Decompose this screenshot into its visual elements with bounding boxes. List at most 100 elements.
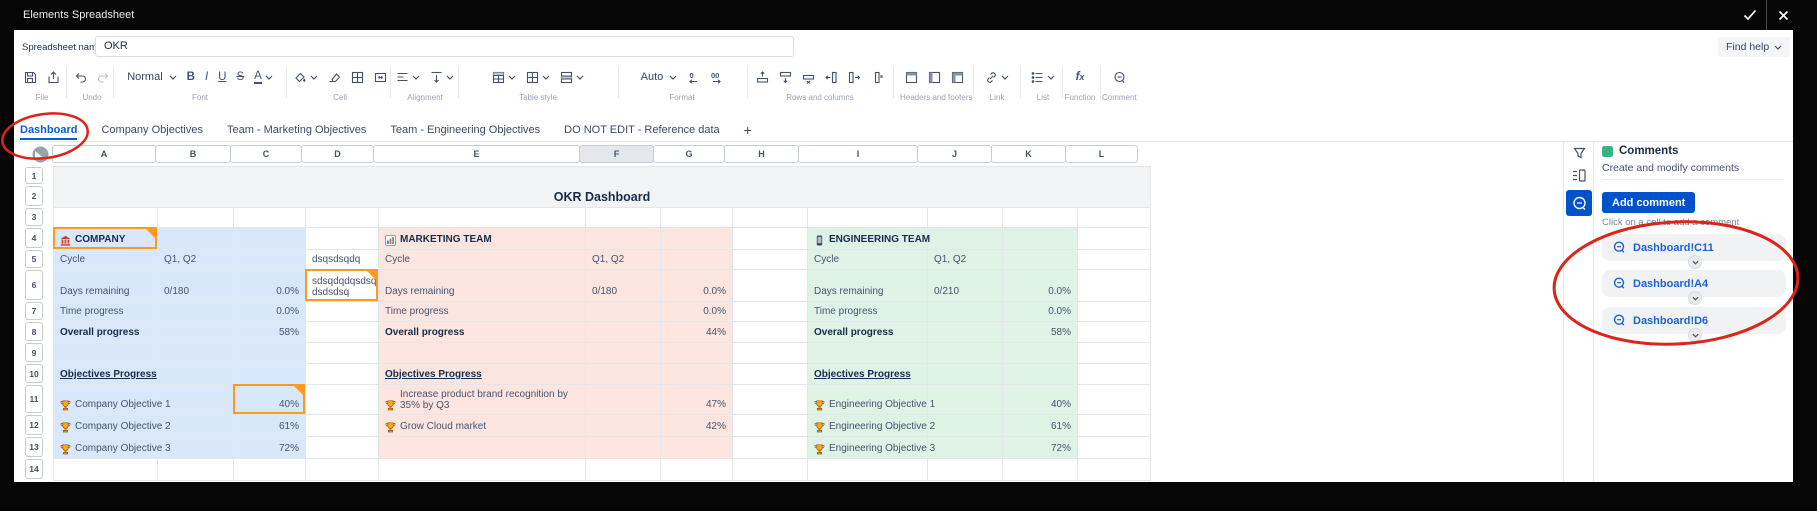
cell-L12[interactable] [1078, 415, 1151, 437]
row-header-9[interactable]: 9 [25, 343, 43, 362]
cell-H11[interactable] [733, 385, 808, 415]
cell-L11[interactable] [1078, 385, 1151, 415]
row-header-2[interactable]: 2 [25, 186, 43, 206]
cell-F7[interactable] [586, 302, 661, 322]
cell-L9[interactable] [1078, 343, 1151, 364]
panel-list-icon[interactable] [1566, 163, 1592, 187]
cell-B14[interactable] [158, 459, 234, 481]
row-header-4[interactable]: 4 [25, 228, 43, 248]
cell-I10[interactable]: Objectives Progress [808, 364, 928, 385]
cell-H6[interactable] [733, 270, 808, 302]
cell-G9[interactable] [661, 343, 733, 364]
toolbar-auto-dropdown[interactable]: Auto [641, 71, 678, 83]
cell-A7[interactable]: Time progress [54, 302, 158, 322]
column-header-A[interactable]: A [52, 145, 156, 163]
redo-icon[interactable] [97, 71, 110, 84]
row-header-10[interactable]: 10 [25, 364, 43, 383]
cell-B5[interactable]: Q1, Q2 [158, 250, 234, 270]
sheet-tab-team-engineering-objectives[interactable]: Team - Engineering Objectives [390, 123, 541, 136]
cell-B7[interactable] [158, 302, 234, 322]
cell-D6[interactable]: sdsqdqdqsdsq dsdsdsq [306, 270, 379, 302]
decimal-decrease-icon[interactable]: 0 [687, 71, 700, 84]
comment-expand-button[interactable] [1688, 328, 1702, 342]
delete-row-icon[interactable] [802, 71, 815, 84]
cell-K3[interactable] [1003, 208, 1078, 228]
cell-C4[interactable] [234, 228, 306, 250]
strikethrough-icon[interactable]: S [236, 71, 245, 83]
cell-D8[interactable] [306, 322, 379, 343]
cell-B9[interactable] [158, 343, 234, 364]
cell-C5[interactable] [234, 250, 306, 270]
column-header-H[interactable]: H [724, 145, 799, 163]
cell-A11[interactable]: Company Objective 1 [54, 385, 171, 415]
cell-B10[interactable] [158, 364, 234, 385]
cell-G5[interactable] [661, 250, 733, 270]
cell-C14[interactable] [234, 459, 306, 481]
cell-H9[interactable] [733, 343, 808, 364]
row-header-13[interactable]: 13 [25, 437, 43, 457]
cell-I13[interactable]: Engineering Objective 3 [808, 437, 935, 459]
confirm-button[interactable] [1735, 0, 1765, 30]
cell-G4[interactable] [661, 228, 733, 250]
filter-icon[interactable] [1566, 141, 1592, 165]
sheet-tab-team-marketing-objectives[interactable]: Team - Marketing Objectives [226, 123, 367, 136]
dashboard-title-cell[interactable]: OKR Dashboard [54, 186, 1151, 208]
insert-col-right-icon[interactable] [848, 71, 861, 84]
header-row-icon[interactable] [905, 71, 918, 84]
cell-G6[interactable]: 0.0% [661, 270, 733, 302]
cell-B11[interactable] [158, 385, 234, 415]
cell-I4[interactable]: ENGINEERING TEAM [808, 228, 930, 250]
save-icon[interactable] [24, 71, 37, 84]
cell-A3[interactable] [54, 208, 158, 228]
row-header-14[interactable]: 14 [25, 459, 43, 479]
cell-K14[interactable] [1003, 459, 1078, 481]
header-both-icon[interactable] [951, 71, 964, 84]
cell-A13[interactable]: Company Objective 3 [54, 437, 171, 459]
cell-E4[interactable]: MARKETING TEAM [379, 228, 586, 250]
cell-L7[interactable] [1078, 302, 1151, 322]
cell-J13[interactable] [928, 437, 1003, 459]
column-header-L[interactable]: L [1065, 145, 1138, 163]
comment-expand-button[interactable] [1688, 291, 1702, 305]
row-header-11[interactable]: 11 [25, 385, 43, 413]
row-header-7[interactable]: 7 [25, 302, 43, 320]
sheet-tab-do-not-edit-reference-data[interactable]: DO NOT EDIT - Reference data [564, 123, 720, 136]
table-grid-icon[interactable] [526, 71, 550, 84]
cell-C9[interactable] [234, 343, 306, 364]
cell-B6[interactable]: 0/180 [158, 270, 234, 302]
cell-H4[interactable] [733, 228, 808, 250]
cell-E7[interactable]: Time progress [379, 302, 586, 322]
cell-F9[interactable] [586, 343, 661, 364]
cell-I11[interactable]: Engineering Objective 1 [808, 385, 935, 415]
cell-D11[interactable] [306, 385, 379, 415]
undo-icon[interactable] [74, 71, 87, 84]
cell-J4[interactable] [928, 228, 1003, 250]
text-color-icon[interactable]: A [254, 70, 273, 84]
cell-C8[interactable]: 58% [234, 322, 306, 343]
cell-K9[interactable] [1003, 343, 1078, 364]
cell-C13[interactable]: 72% [234, 437, 306, 459]
cell-C6[interactable]: 0.0% [234, 270, 306, 302]
column-header-K[interactable]: K [991, 145, 1066, 163]
cell-L6[interactable] [1078, 270, 1151, 302]
cell-D13[interactable] [306, 437, 379, 459]
clear-format-icon[interactable] [328, 71, 341, 84]
decimal-increase-icon[interactable]: 00 [710, 71, 723, 84]
cell-G12[interactable]: 42% [661, 415, 733, 437]
cell-A6[interactable]: Days remaining [54, 270, 158, 302]
cell-E6[interactable]: Days remaining [379, 270, 586, 302]
cell-C12[interactable]: 61% [234, 415, 306, 437]
cell-H3[interactable] [733, 208, 808, 228]
column-header-E[interactable]: E [373, 145, 580, 163]
column-header-D[interactable]: D [301, 145, 374, 163]
cell-D3[interactable] [306, 208, 379, 228]
cell-L14[interactable] [1078, 459, 1151, 481]
cell-B12[interactable] [158, 415, 234, 437]
cell-L4[interactable] [1078, 228, 1151, 250]
cell-F11[interactable] [586, 385, 661, 415]
cell-L3[interactable] [1078, 208, 1151, 228]
cell-H10[interactable] [733, 364, 808, 385]
cell-D7[interactable] [306, 302, 379, 322]
cell-H5[interactable] [733, 250, 808, 270]
cell-F13[interactable] [586, 437, 661, 459]
